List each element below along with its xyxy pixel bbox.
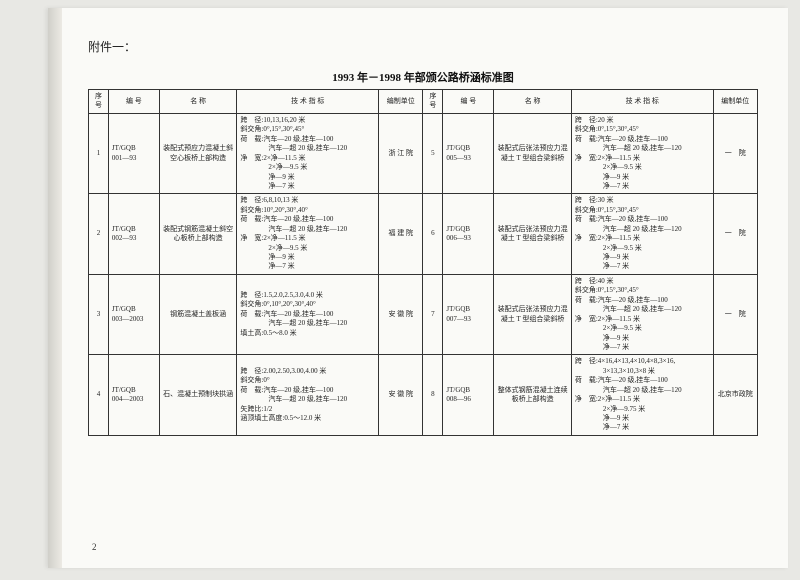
cell-idx: 4 [89,355,109,436]
table-header-row: 序号 编 号 名 称 技 术 指 标 编制单位 序号 编 号 名 称 技 术 指… [89,90,758,114]
cell-idx: 5 [423,113,443,194]
page-number: 2 [92,542,97,552]
attachment-label: 附件一： [88,38,758,55]
cell-name: 装配式后张法预应力混凝土 T 型组合梁斜桥 [494,113,572,194]
col-idx: 序号 [423,90,443,114]
cell-spec: 跨 径:1.5,2.0,2.5,3.0,4.0 米 斜交角:0°,10°,20°… [237,274,379,355]
cell-unit: 一 院 [713,194,757,275]
col-idx: 序号 [89,90,109,114]
cell-idx: 8 [423,355,443,436]
col-unit: 编制单位 [713,90,757,114]
cell-spec: 跨 径:20 米 斜交角:0°,15°,30°,45° 荷 载:汽车—20 级,… [571,113,713,194]
cell-code: JT/GQB 003—2003 [108,274,159,355]
col-spec: 技 术 指 标 [571,90,713,114]
cell-unit: 一 院 [713,113,757,194]
table-title: 1993 年－1998 年部颁公路桥涵标准图 [88,69,758,85]
col-code: 编 号 [443,90,494,114]
cell-name: 装配式钢筋混凝土斜空心板桥上部构造 [159,194,237,275]
cell-unit: 一 院 [713,274,757,355]
cell-code: JT/GQB 002—93 [108,194,159,275]
col-spec: 技 术 指 标 [237,90,379,114]
cell-spec: 跨 径:40 米 斜交角:0°,15°,30°,45° 荷 载:汽车—20 级,… [571,274,713,355]
cell-idx: 1 [89,113,109,194]
cell-name: 装配式后张法预应力混凝土 T 型组合梁斜桥 [494,194,572,275]
cell-spec: 跨 径:2.00,2.50,3.00,4.00 米 斜交角:0° 荷 载:汽车—… [237,355,379,436]
cell-spec: 跨 径:30 米 斜交角:0°,15°,30°,45° 荷 载:汽车—20 级,… [571,194,713,275]
table-row: 3JT/GQB 003—2003钢筋混凝土盖板涵跨 径:1.5,2.0,2.5,… [89,274,758,355]
cell-name: 整体式钢筋混凝土连续板桥上部构造 [494,355,572,436]
table-row: 4JT/GQB 004—2003石、混凝土预制块拱涵跨 径:2.00,2.50,… [89,355,758,436]
book-spine [48,8,62,568]
cell-idx: 3 [89,274,109,355]
cell-unit: 浙 江 院 [379,113,423,194]
cell-code: JT/GQB 004—2003 [108,355,159,436]
cell-code: JT/GQB 001—93 [108,113,159,194]
cell-unit: 北京市政院 [713,355,757,436]
cell-unit: 安 徽 院 [379,355,423,436]
cell-name: 装配式后张法预应力混凝土 T 型组合梁斜桥 [494,274,572,355]
cell-code: JT/GQB 005—93 [443,113,494,194]
cell-unit: 安 徽 院 [379,274,423,355]
cell-spec: 跨 径:4×16,4×13,4×10,4×8,3×16, 3×13,3×10,3… [571,355,713,436]
cell-name: 装配式预应力混凝土斜空心板桥上部构造 [159,113,237,194]
col-code: 编 号 [108,90,159,114]
cell-spec: 跨 径:6,8,10,13 米 斜交角:10°,20°,30°,40° 荷 载:… [237,194,379,275]
col-name: 名 称 [494,90,572,114]
table-row: 1JT/GQB 001—93装配式预应力混凝土斜空心板桥上部构造跨 径:10,1… [89,113,758,194]
cell-name: 石、混凝土预制块拱涵 [159,355,237,436]
cell-unit: 福 建 院 [379,194,423,275]
cell-idx: 6 [423,194,443,275]
cell-spec: 跨 径:10,13,16,20 米 斜交角:0°,15°,30°,45° 荷 载… [237,113,379,194]
col-name: 名 称 [159,90,237,114]
cell-idx: 7 [423,274,443,355]
cell-code: JT/GQB 007—93 [443,274,494,355]
cell-code: JT/GQB 008—96 [443,355,494,436]
cell-code: JT/GQB 006—93 [443,194,494,275]
cell-name: 钢筋混凝土盖板涵 [159,274,237,355]
standards-table: 序号 编 号 名 称 技 术 指 标 编制单位 序号 编 号 名 称 技 术 指… [88,89,758,436]
document-page: 附件一： 1993 年－1998 年部颁公路桥涵标准图 序号 编 号 名 称 技… [48,8,788,568]
cell-idx: 2 [89,194,109,275]
table-row: 2JT/GQB 002—93装配式钢筋混凝土斜空心板桥上部构造跨 径:6,8,1… [89,194,758,275]
col-unit: 编制单位 [379,90,423,114]
